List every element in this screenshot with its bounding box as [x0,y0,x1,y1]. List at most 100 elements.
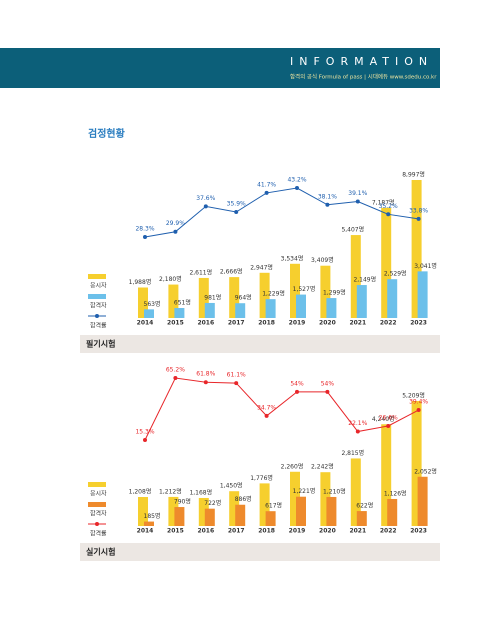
x-tick-label: 2018 [258,528,275,535]
bar [265,299,276,318]
rate-label: 34.7% [257,404,276,411]
bar [138,497,148,526]
rate-label: 37.6% [196,195,215,202]
x-tick-label: 2016 [197,320,214,327]
x-tick-label: 2023 [410,528,427,535]
x-tick-label: 2022 [380,528,397,535]
value-label: 7,187명 [372,198,395,206]
rate-point [386,212,391,217]
bar [290,471,300,526]
legend-marker [95,522,99,526]
value-label: 1,221명 [293,487,316,495]
rate-label: 29.9% [166,220,185,227]
bar [356,511,367,526]
rate-label: 41.7% [257,181,276,188]
rate-point [416,408,421,413]
rate-point [355,199,360,204]
bar [265,511,276,526]
value-label: 3,409명 [311,256,334,264]
bar [204,508,215,526]
legend-swatch [88,274,106,279]
value-label: 1,208명 [129,488,152,496]
bar [168,496,179,526]
value-label: 2,149명 [353,276,376,284]
rate-point [143,438,147,442]
x-tick-label: 2022 [380,320,397,327]
rate-point [355,429,360,434]
rate-label: 33.8% [409,207,428,214]
legend-label: 합격률 [90,322,107,330]
value-label: 1,212명 [159,487,182,495]
legend-swatch [88,294,106,299]
value-label: 1,299명 [323,289,346,297]
bar [320,265,331,318]
page-title: 검정현황 [88,127,126,140]
bar [381,424,392,526]
rate-label: 22.1% [348,420,367,427]
rate-point [203,380,208,385]
x-tick-label: 2019 [289,528,306,535]
bar [235,303,246,318]
bar [387,498,398,526]
rate-point [295,389,299,394]
rate-point [264,190,269,195]
rate-label: 43.2% [287,177,306,184]
x-tick-label: 2018 [258,320,275,327]
bar [174,308,185,318]
x-tick-label: 2023 [410,320,427,327]
rate-point [173,376,178,380]
value-label: 1,450명 [220,482,243,490]
value-label: 1,126명 [384,489,407,497]
section-bar [80,543,440,561]
bar [229,277,240,318]
bar [320,472,331,526]
value-label: 2,947명 [250,263,273,271]
bar [198,497,209,526]
value-label: 1,229명 [262,290,285,298]
x-tick-label: 2017 [228,320,245,327]
value-label: 622명 [356,502,373,510]
rate-point [264,413,269,418]
value-label: 1,776명 [250,474,273,482]
header-band [0,48,440,88]
value-label: 981명 [204,293,221,301]
bar [144,521,154,526]
value-label: 1,168명 [189,488,212,496]
rate-point [325,389,330,394]
x-tick-label: 2015 [167,528,184,535]
x-tick-label: 2017 [228,528,245,535]
value-label: 2,052명 [414,467,437,475]
bar [387,279,398,318]
bar [350,458,361,526]
x-tick-label: 2014 [137,528,154,535]
value-label: 3,534명 [281,254,304,262]
header-subtitle: 합격의 공식 Formula of pass | 시대에듀 www.sdedu.… [290,73,437,81]
rate-label: 38.1% [318,193,337,200]
bar [174,507,185,526]
rate-label: 61.1% [227,372,246,379]
bar [356,285,367,318]
legend-label: 합격자 [90,302,107,310]
bar [350,235,361,318]
x-tick-label: 2016 [197,528,214,535]
section-title: 필기시험 [86,339,115,349]
value-label: 790명 [174,498,191,506]
rate-label: 39.1% [348,190,367,197]
value-label: 2,611명 [189,268,212,276]
legend-label: 응시자 [90,490,107,498]
x-tick-label: 2015 [167,320,184,327]
value-label: 2,260명 [281,462,304,470]
bar [168,284,179,318]
rate-point [295,186,299,190]
rate-point [416,216,421,221]
bar [326,298,337,318]
rate-line [144,187,419,238]
section-bar [80,335,440,353]
x-tick-label: 2020 [319,320,336,327]
rate-label: 54% [321,380,335,387]
value-label: 5,209명 [402,392,425,400]
rate-point [203,204,208,209]
bar [326,496,337,526]
value-label: 964명 [235,294,252,302]
